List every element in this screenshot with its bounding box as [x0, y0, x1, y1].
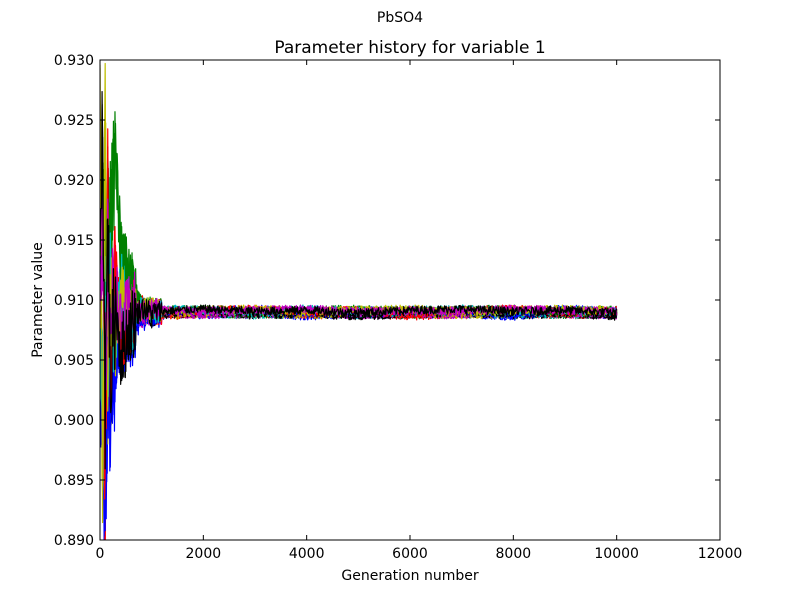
x-axis-label: Generation number — [341, 568, 478, 584]
y-tick-label: 0.910 — [54, 293, 94, 309]
x-tick-label: 8000 — [496, 546, 532, 562]
y-tick-label: 0.905 — [54, 353, 94, 369]
y-tick-label: 0.900 — [54, 413, 94, 429]
y-tick-label: 0.915 — [54, 233, 94, 249]
y-tick-label: 0.930 — [54, 53, 94, 69]
x-tick-label: 6000 — [392, 546, 428, 562]
chart-suptitle: PbSO4 — [377, 10, 423, 26]
x-tick-label: 2000 — [186, 546, 222, 562]
x-axis: 0 2000 4000 6000 8000 10000 12000 — [96, 60, 743, 562]
y-tick-label: 0.890 — [54, 533, 94, 549]
y-tick-label: 0.925 — [54, 113, 94, 129]
y-tick-label: 0.920 — [54, 173, 94, 189]
series-line — [100, 103, 618, 470]
x-tick-label: 4000 — [289, 546, 325, 562]
y-axis-label: Parameter value — [30, 242, 46, 358]
x-tick-label: 12000 — [698, 546, 743, 562]
x-tick-label: 0 — [96, 546, 105, 562]
series-group — [100, 62, 618, 540]
y-axis: 0.890 0.895 0.900 0.905 0.910 0.915 0.920 0.925… — [54, 53, 720, 549]
chart-title: Parameter history for variable 1 — [274, 38, 545, 58]
x-tick-label: 10000 — [594, 546, 639, 562]
y-tick-label: 0.895 — [54, 473, 94, 489]
